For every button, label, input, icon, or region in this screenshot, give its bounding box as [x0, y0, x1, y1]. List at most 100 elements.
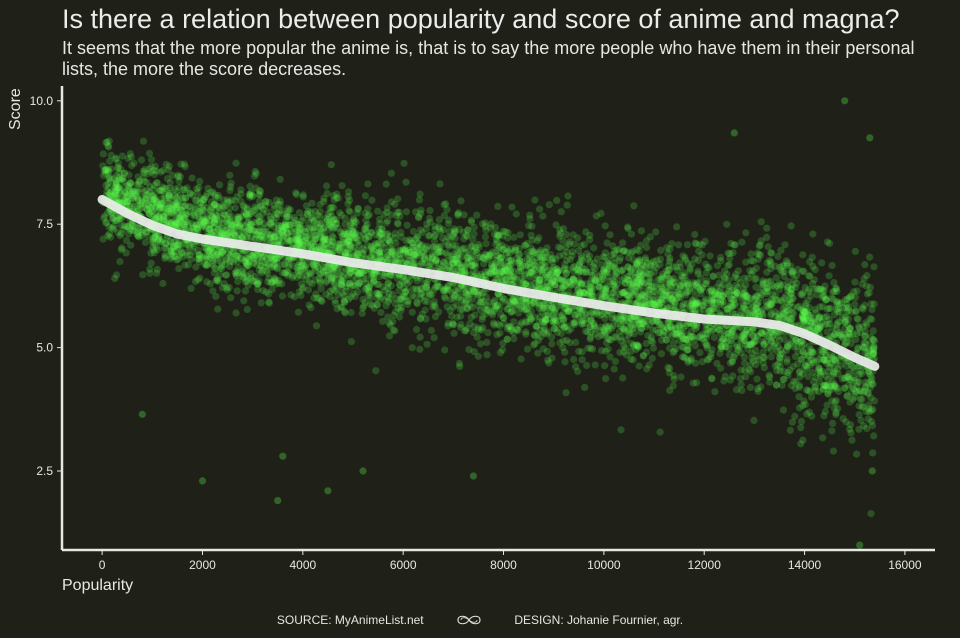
data-point [124, 154, 132, 163]
data-point [440, 287, 448, 295]
data-point [527, 268, 536, 276]
data-point [349, 231, 357, 239]
data-point [601, 362, 609, 370]
data-point [467, 254, 475, 262]
data-point [274, 227, 282, 235]
data-point [586, 258, 594, 266]
data-point [728, 357, 737, 365]
data-point [623, 291, 632, 300]
data-point [225, 210, 233, 218]
data-point [631, 320, 639, 328]
data-point [850, 385, 858, 393]
data-point [863, 348, 872, 356]
data-point [384, 217, 392, 225]
data-point [171, 220, 179, 228]
data-point [131, 223, 139, 231]
data-point [502, 249, 510, 257]
data-point [418, 289, 426, 297]
data-point [851, 300, 859, 308]
data-point [608, 289, 616, 297]
data-point [576, 288, 585, 296]
data-point [477, 295, 485, 303]
data-point [273, 230, 282, 238]
data-point [257, 216, 265, 224]
data-point [773, 282, 781, 290]
data-point [717, 364, 725, 372]
data-point [540, 329, 549, 337]
data-point [336, 244, 344, 252]
data-point [154, 198, 162, 206]
data-point [247, 223, 255, 231]
data-point [315, 246, 323, 254]
data-point [416, 315, 425, 323]
data-point [643, 301, 651, 309]
data-point [304, 286, 313, 294]
data-point [244, 205, 252, 213]
data-point [652, 288, 660, 296]
data-point [284, 207, 293, 215]
data-point [491, 296, 499, 304]
data-point [359, 295, 367, 303]
data-point [319, 238, 327, 246]
data-point [264, 262, 272, 270]
data-point [508, 203, 516, 211]
data-point [755, 250, 763, 258]
data-point [783, 306, 791, 314]
data-point [238, 227, 246, 236]
data-point [601, 331, 609, 339]
data-point [686, 332, 695, 340]
data-point [521, 272, 529, 280]
data-point [798, 342, 806, 350]
data-point [244, 218, 252, 226]
data-point [668, 296, 676, 304]
data-point [526, 273, 534, 281]
data-point [343, 239, 351, 247]
data-point [790, 276, 798, 284]
data-point [557, 329, 565, 337]
data-point [593, 255, 601, 263]
data-point [830, 404, 838, 412]
data-point [238, 267, 246, 275]
data-point [859, 422, 868, 430]
data-point [652, 301, 660, 309]
data-point [505, 298, 513, 306]
data-point [629, 356, 637, 364]
data-point [707, 287, 716, 295]
data-point [414, 249, 422, 257]
data-point [244, 261, 253, 269]
data-point [484, 268, 492, 276]
data-point [147, 168, 155, 176]
data-point [138, 199, 146, 207]
data-point [696, 308, 704, 316]
data-point [808, 280, 817, 288]
data-point [702, 341, 710, 349]
data-point [751, 337, 759, 345]
data-point [664, 331, 672, 339]
data-point [598, 272, 607, 281]
data-point [752, 361, 760, 369]
data-point [621, 279, 629, 287]
data-point [313, 294, 321, 302]
data-point [742, 373, 750, 381]
data-point [444, 257, 452, 265]
data-point [307, 214, 315, 222]
data-point [533, 236, 541, 244]
data-point [664, 363, 672, 371]
data-point [197, 217, 205, 226]
data-point [337, 211, 345, 219]
data-point [608, 314, 616, 322]
data-point [811, 305, 819, 314]
data-point [617, 426, 625, 434]
data-point [566, 282, 574, 290]
data-point [326, 287, 334, 295]
data-point [201, 255, 210, 263]
data-point [115, 183, 123, 191]
data-point [400, 284, 408, 292]
data-point [194, 276, 202, 284]
data-point [320, 198, 328, 206]
data-point [105, 143, 113, 151]
data-point [210, 220, 218, 228]
data-point [662, 267, 670, 275]
data-point [222, 211, 230, 219]
data-point [231, 204, 239, 212]
